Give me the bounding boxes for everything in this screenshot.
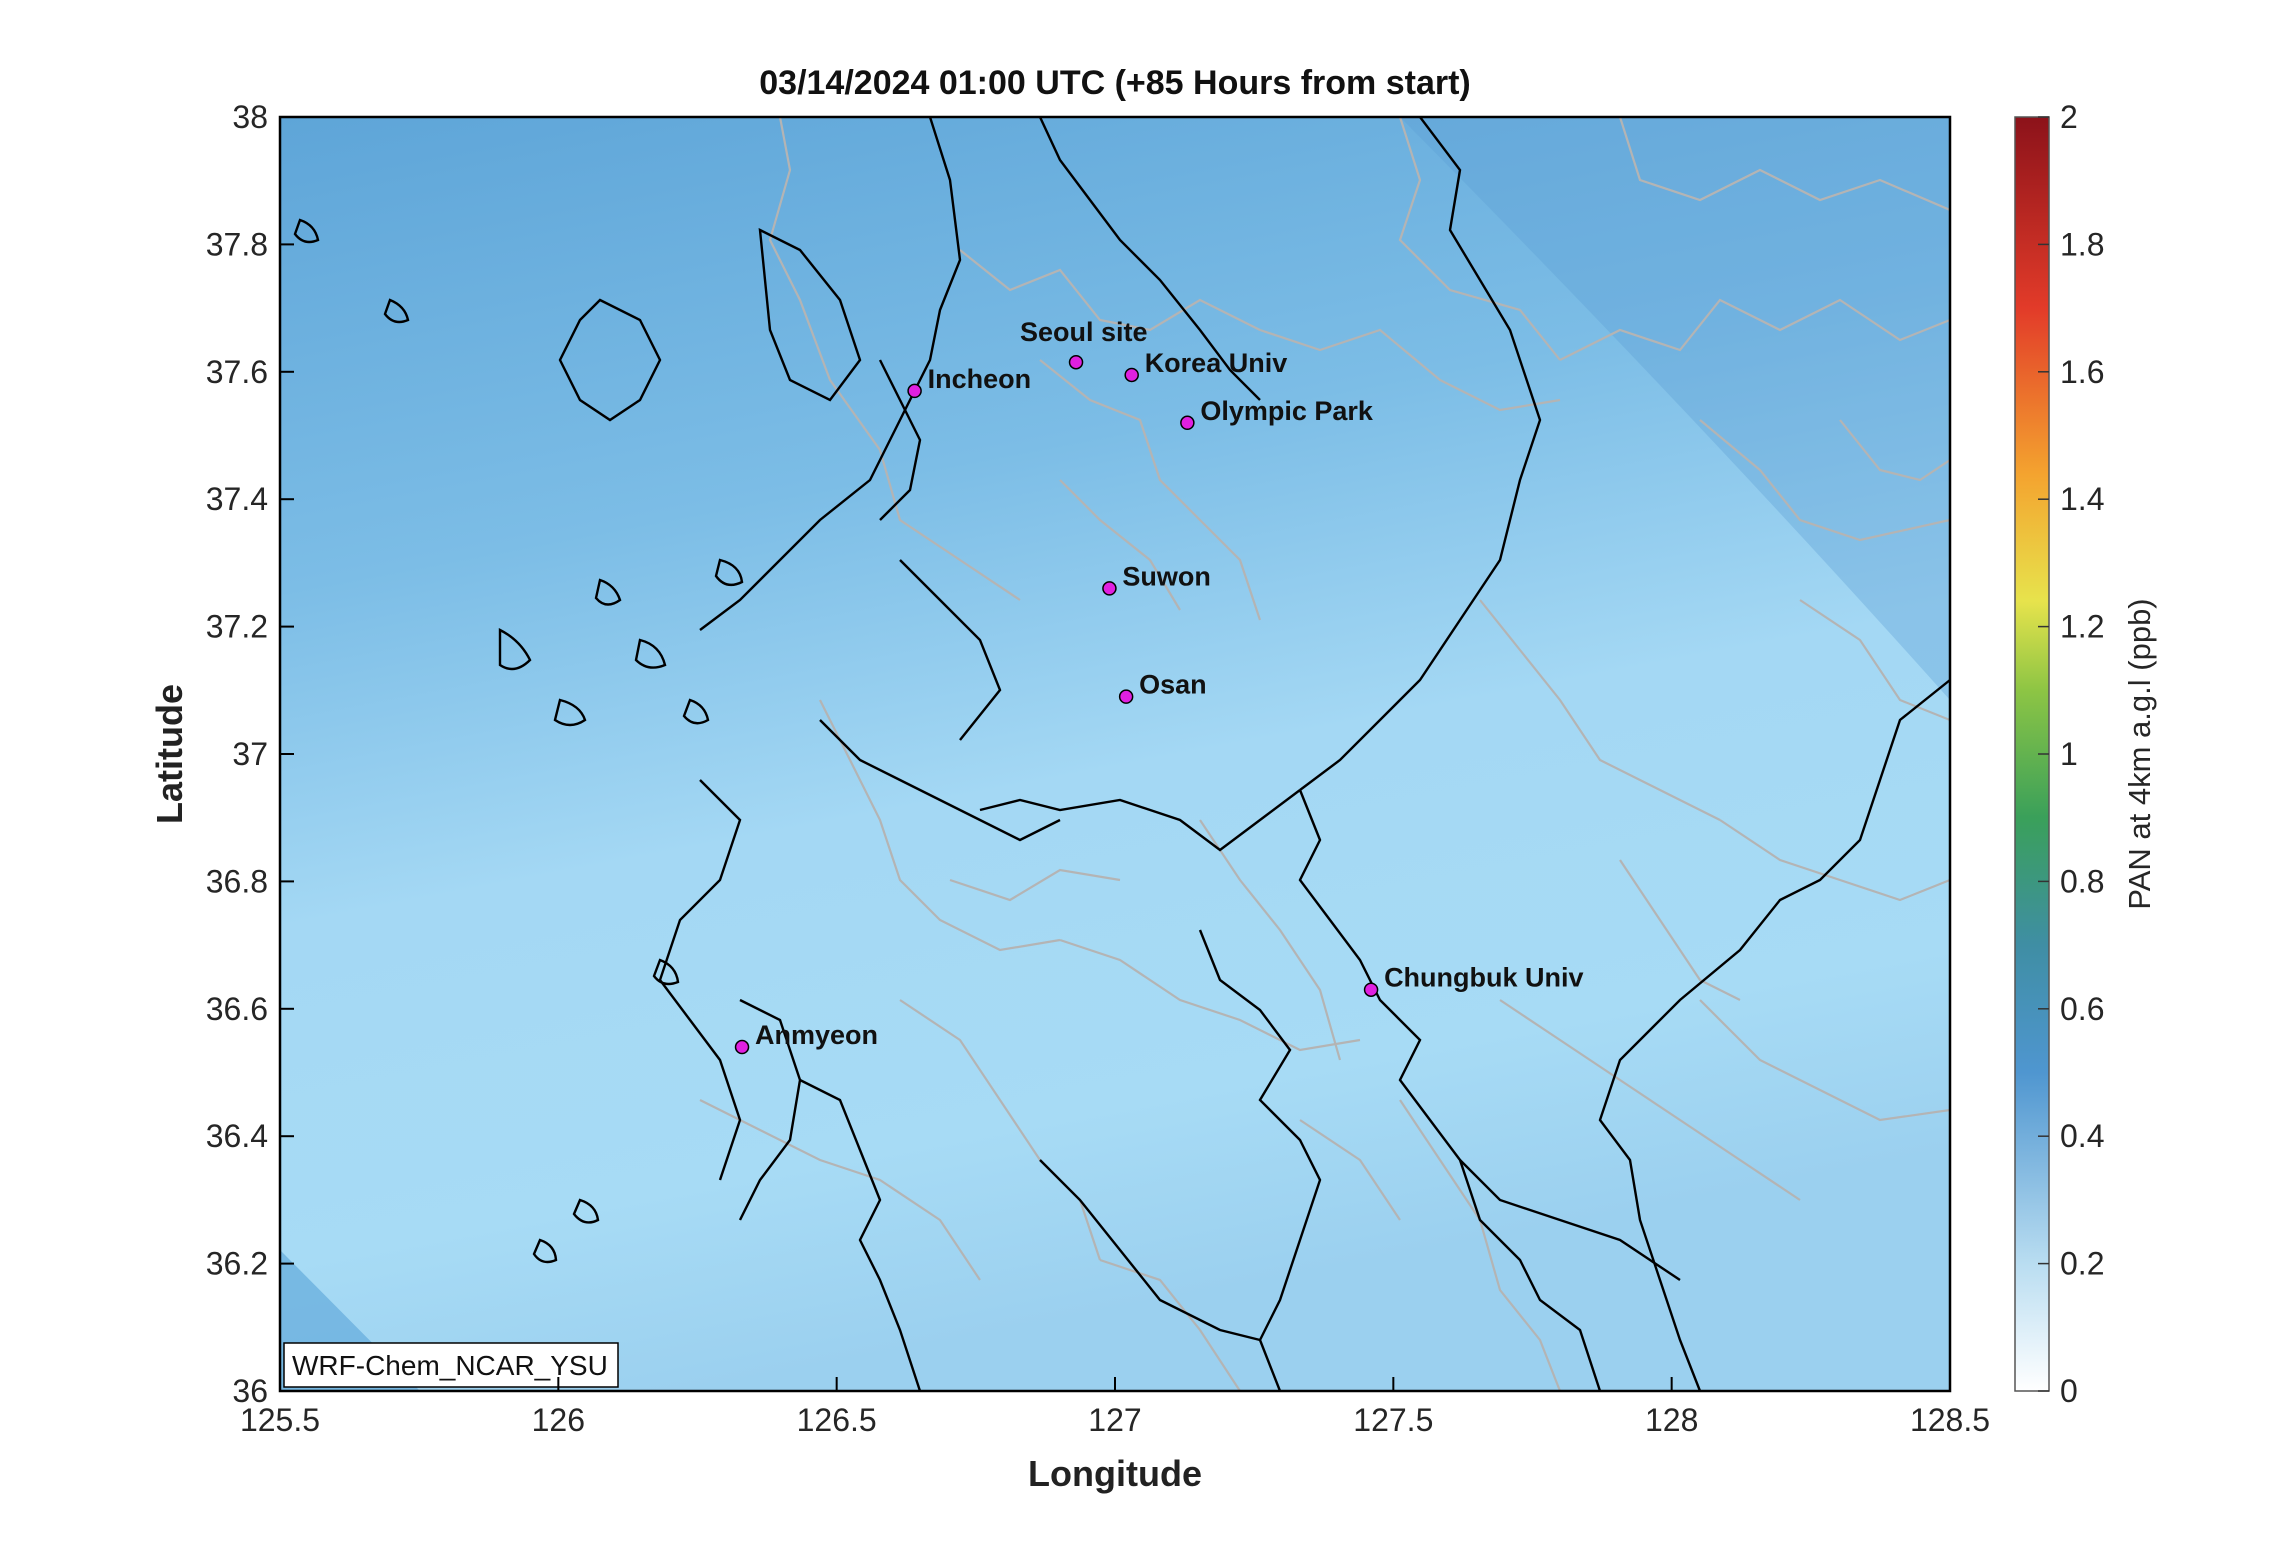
island-3 xyxy=(594,578,622,606)
site-marker xyxy=(734,1039,750,1055)
colorbar: 2 1.8 1.6 1.4 1.2 1 0.8 0.6 0.4 0.2 0 PAN at 4km a… xyxy=(2014,99,2157,1409)
island-8 xyxy=(572,1198,600,1224)
colorbar-ticks: 2 1.8 1.6 1.4 1.2 1 0.8 0.6 0.4 0.2 0 xyxy=(2038,99,2104,1409)
site-marker xyxy=(907,383,922,399)
colorbar-label: PAN at 4km a.g.l (ppb) xyxy=(2122,598,2157,909)
admin-boundaries xyxy=(699,117,1950,1391)
pan-concentration-field xyxy=(280,117,1950,1391)
anmyeon-island-coast xyxy=(738,998,802,1221)
chungbuk-inner-boundary xyxy=(1198,929,1322,1391)
y-tick-label: 37.8 xyxy=(206,226,268,262)
x-tick-label: 126.5 xyxy=(797,1402,877,1438)
island-9 xyxy=(652,958,680,986)
x-tick-label: 127 xyxy=(1088,1402,1141,1438)
island-2 xyxy=(553,698,587,727)
y-axis-label: Latitude xyxy=(149,684,190,824)
site-marker xyxy=(1068,354,1084,370)
chungbuk-west-boundary xyxy=(1298,789,1602,1391)
figure-title: 03/14/2024 01:00 UTC (+85 Hours from sta… xyxy=(759,64,1470,102)
x-tick-label: 127.5 xyxy=(1353,1402,1433,1438)
island-10 xyxy=(293,218,320,244)
colorbar-tick-label: 2 xyxy=(2060,99,2078,135)
colorbar-tick-label: 0.4 xyxy=(2060,1118,2104,1154)
site-label: Olympic Park xyxy=(1200,396,1374,426)
colorbar-tick-label: 0.2 xyxy=(2060,1246,2104,1282)
model-label-box: WRF-Chem_NCAR_YSU xyxy=(283,1342,619,1388)
site-label: Anmyeon xyxy=(755,1020,878,1050)
incheon-coast xyxy=(878,359,922,521)
asan-bay-coast xyxy=(819,719,1061,842)
x-axis-ticks: 125.5 126 126.5 127 127.5 128 128.5 xyxy=(240,1377,1990,1438)
x-axis-label: Longitude xyxy=(1028,1453,1202,1494)
island-4 xyxy=(634,638,667,669)
taean-peninsula-coast xyxy=(658,779,742,1181)
coastline-and-province-boundaries xyxy=(293,117,1950,1391)
y-tick-label: 36.6 xyxy=(206,991,268,1027)
y-tick-label: 36.8 xyxy=(206,863,268,899)
site-label: Osan xyxy=(1139,670,1207,700)
y-tick-label: 37.2 xyxy=(206,609,268,645)
y-tick-label: 37 xyxy=(232,736,268,772)
field-shading-northeast xyxy=(1400,117,1950,700)
y-tick-label: 36.2 xyxy=(206,1246,268,1282)
island-6 xyxy=(714,558,744,587)
colorbar-tick-label: 0.8 xyxy=(2060,863,2104,899)
island-7 xyxy=(532,1238,558,1264)
site-label: Korea Univ xyxy=(1145,348,1288,378)
gyeonggi-east-boundary xyxy=(1299,117,1542,791)
gyeonggi-south-boundary xyxy=(979,789,1301,852)
site-label: Seoul site xyxy=(1020,317,1148,347)
daejeon-boundary xyxy=(1459,1159,1681,1281)
site-marker xyxy=(1124,367,1139,383)
y-axis-ticks: 38 37.8 37.6 37.4 37.2 37 36.8 36.6 36.4 36.2 36 xyxy=(206,99,294,1409)
y-tick-label: 37.4 xyxy=(206,481,268,517)
chungnam-south-boundary xyxy=(1039,1159,1261,1342)
site-marker xyxy=(1363,982,1379,997)
x-tick-label: 125.5 xyxy=(240,1402,320,1438)
y-tick-label: 36 xyxy=(232,1373,268,1409)
colorbar-tick-label: 0.6 xyxy=(2060,991,2104,1027)
site-marker xyxy=(1102,581,1117,596)
colorbar-tick-label: 1 xyxy=(2060,736,2078,772)
model-label: WRF-Chem_NCAR_YSU xyxy=(292,1350,608,1381)
gimpo-coast xyxy=(758,227,862,402)
colorbar-tick-label: 0 xyxy=(2060,1373,2078,1409)
colorbar-tick-label: 1.6 xyxy=(2060,354,2104,390)
colorbar-tick-label: 1.4 xyxy=(2060,481,2104,517)
ganghwa-island xyxy=(558,298,662,422)
y-tick-label: 36.4 xyxy=(206,1118,268,1154)
x-tick-label: 126 xyxy=(532,1402,585,1438)
hwaseong-coast xyxy=(899,559,1002,741)
colorbar-tick-label: 1.8 xyxy=(2060,226,2104,262)
chungbuk-east-boundary xyxy=(1598,679,1950,1391)
site-label: Incheon xyxy=(928,364,1032,394)
site-marker xyxy=(1118,689,1134,704)
y-tick-label: 37.6 xyxy=(206,354,268,390)
x-tick-label: 128.5 xyxy=(1910,1402,1990,1438)
boryeong-coast xyxy=(799,1078,922,1391)
x-tick-label: 128 xyxy=(1645,1402,1698,1438)
site-label: Chungbuk Univ xyxy=(1384,963,1583,993)
colorbar-tick-label: 1.2 xyxy=(2060,609,2104,645)
y-tick-label: 38 xyxy=(232,99,268,135)
site-label: Suwon xyxy=(1122,561,1211,591)
seoul-region-boundary xyxy=(1038,117,1261,401)
gyeonggi-west-coast xyxy=(699,117,962,631)
island-1 xyxy=(498,628,532,671)
island-5 xyxy=(682,698,710,725)
island-11 xyxy=(383,298,410,324)
site-marker xyxy=(1180,415,1195,431)
